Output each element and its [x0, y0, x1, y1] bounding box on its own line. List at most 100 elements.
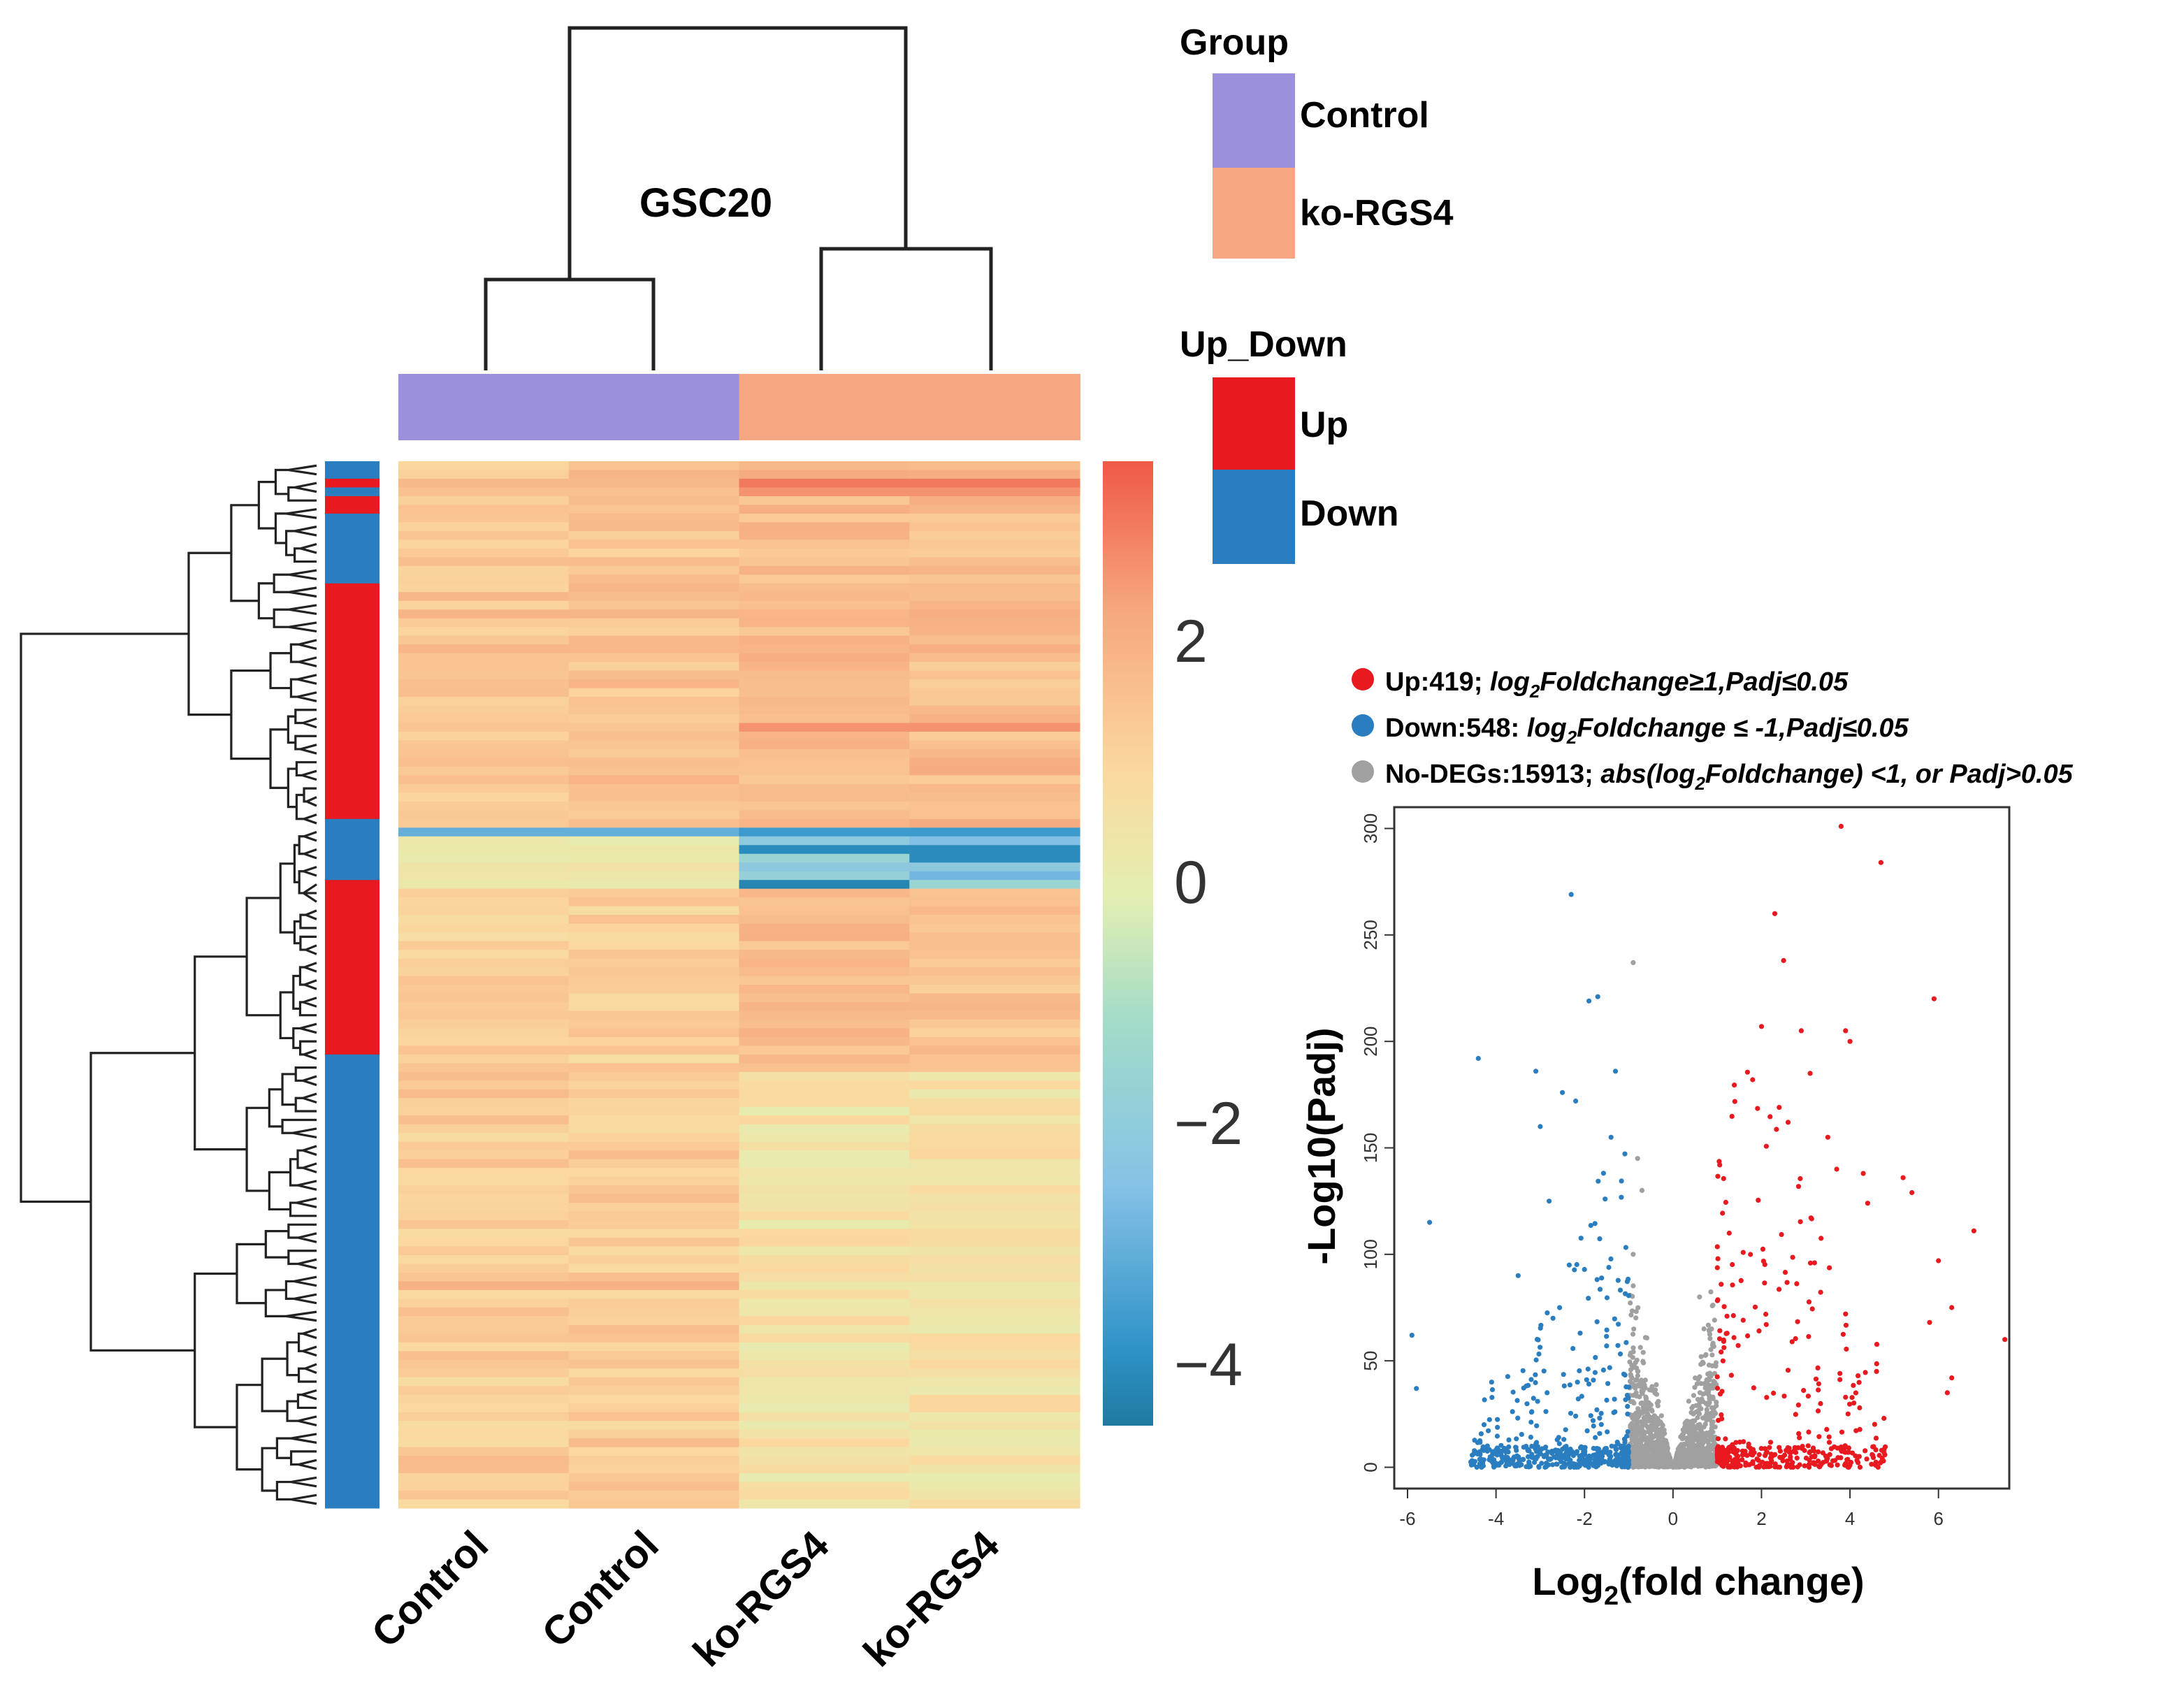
heatmap-cell [568, 1246, 740, 1256]
heatmap-cell [909, 976, 1080, 985]
heatmap-cell [568, 810, 740, 820]
point-up [1726, 1230, 1732, 1236]
point-down [1493, 1447, 1498, 1453]
heatmap-cell [739, 1316, 910, 1326]
heatmap-cell [568, 1456, 740, 1465]
point-no-deg [1710, 1385, 1716, 1391]
point-down [1553, 1455, 1558, 1461]
heatmap-cell [398, 853, 570, 863]
heatmap-cell [568, 627, 740, 637]
point-no-deg [1659, 1437, 1665, 1442]
heatmap-cell [568, 1421, 740, 1431]
point-up [1809, 1216, 1814, 1222]
point-down [1547, 1199, 1552, 1204]
point-down [1592, 1370, 1598, 1375]
heatmap-cell [909, 793, 1080, 802]
heatmap-cell [398, 1185, 570, 1195]
point-no-deg [1628, 1312, 1634, 1318]
heatmap-cell [909, 818, 1080, 828]
heatmap-cell [568, 853, 740, 863]
heatmap-cell [909, 1289, 1080, 1299]
point-down [1608, 1256, 1614, 1261]
heatmap-cell [398, 1001, 570, 1012]
column-label: Control [533, 1522, 667, 1656]
point-down [1557, 1305, 1563, 1310]
point-down [1611, 1410, 1616, 1415]
heatmap-cell [739, 1185, 910, 1195]
heatmap-cell [909, 775, 1080, 785]
heatmap-cell [739, 888, 910, 898]
heatmap-cell [568, 888, 740, 898]
heatmap-cell [568, 1176, 740, 1186]
heatmap-cell [568, 871, 740, 881]
x-tick-label: 2 [1756, 1508, 1766, 1529]
heatmap-cell [739, 758, 910, 767]
point-up [1851, 1382, 1856, 1388]
point-down [1600, 1449, 1605, 1455]
heatmap-cell [909, 644, 1080, 654]
heatmap-cell [398, 1482, 570, 1491]
point-down [1519, 1462, 1524, 1468]
point-no-deg [1697, 1294, 1702, 1300]
heatmap-cell [739, 845, 910, 855]
point-up [1909, 1189, 1915, 1196]
legend-swatch-down [1213, 470, 1295, 564]
legend-text-nodegs: No-DEGs:15913; abs(log2Foldchange) <1, o… [1385, 760, 2074, 794]
point-down [1543, 1464, 1549, 1470]
heatmap-cell [909, 1063, 1080, 1073]
point-down [1596, 1446, 1602, 1452]
heatmap-cell [909, 1098, 1080, 1108]
point-up [1735, 1342, 1741, 1348]
volcano-y-axis-label: -Log10(Padj) [1299, 1027, 1343, 1264]
point-no-deg [1709, 1461, 1714, 1467]
point-up [1812, 1453, 1818, 1459]
heatmap-cell [739, 540, 910, 549]
point-up [1798, 1219, 1803, 1224]
point-up [1805, 1394, 1811, 1399]
point-up [1794, 1455, 1800, 1461]
heatmap-cell [398, 635, 570, 645]
heatmap-cell [568, 906, 740, 915]
heatmap-cell [398, 714, 570, 724]
point-no-deg [1668, 1460, 1674, 1465]
heatmap-cell [739, 592, 910, 602]
heatmap-cell [739, 1089, 910, 1099]
heatmap-panel: GSC20 Control Control ko-RGS4 ko-RGS4 20−2−… [20, 22, 1454, 1675]
heatmap-cell [398, 783, 570, 793]
point-no-deg [1689, 1449, 1695, 1455]
point-down [1612, 1316, 1617, 1322]
point-down [1585, 1366, 1591, 1372]
heatmap-cell [398, 862, 570, 872]
heatmap-cell [568, 1001, 740, 1012]
heatmap-cell [739, 470, 910, 479]
heatmap-cell [568, 505, 740, 514]
point-down [1514, 1436, 1519, 1442]
heatmap-cell [568, 1403, 740, 1413]
heatmap-cell [568, 1011, 740, 1020]
point-no-deg [1698, 1427, 1703, 1433]
heatmap-cell [568, 1289, 740, 1299]
heatmap-cell [739, 1482, 910, 1491]
point-up [1756, 1197, 1761, 1203]
point-up [1832, 1444, 1837, 1449]
point-up [1767, 1440, 1774, 1445]
heatmap-cell [909, 1421, 1080, 1431]
x-tick-label: -4 [1488, 1508, 1504, 1529]
heatmap-cell [909, 461, 1080, 471]
point-no-deg [1628, 1398, 1633, 1404]
heatmap-cell [739, 748, 910, 759]
point-up [1878, 860, 1883, 865]
point-up [1874, 1342, 1880, 1347]
heatmap-cell [568, 993, 740, 1003]
point-up [1721, 1345, 1727, 1350]
heatmap-cell [568, 740, 740, 750]
point-up [1721, 1175, 1726, 1181]
point-down [1614, 1440, 1620, 1445]
point-no-deg [1654, 1431, 1659, 1436]
heatmap-cell [909, 1482, 1080, 1491]
point-no-deg [1682, 1442, 1688, 1447]
heatmap-cell [568, 1491, 740, 1500]
point-no-deg [1630, 960, 1636, 965]
point-no-deg [1640, 1433, 1645, 1438]
